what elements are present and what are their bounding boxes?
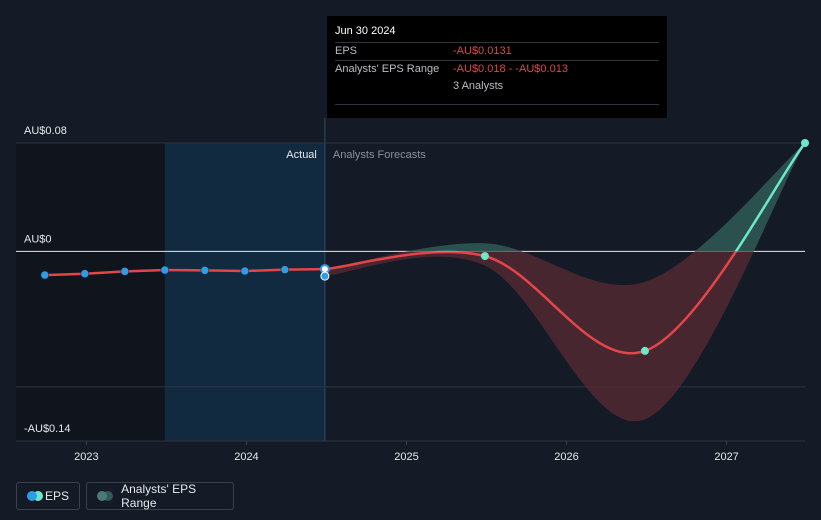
- eps-line-layer: [44, 142, 806, 355]
- eps-line-forecast-positive: [430, 142, 806, 252]
- eps-actual-point-5: [240, 266, 250, 276]
- eps-forecast-point-3: [801, 139, 809, 147]
- forecast-label: Analysts Forecasts: [333, 149, 426, 161]
- tooltip-eps-value: -AU$0.0131: [453, 45, 512, 57]
- tooltip-range-value: -AU$0.018 - -AU$0.013: [453, 63, 568, 75]
- eps-point-layer: [40, 139, 809, 355]
- x-tick-label-4: 2027: [714, 451, 738, 463]
- legend-range-button[interactable]: Analysts' EPS Range: [86, 482, 234, 510]
- eps-actual-point-1: [80, 269, 90, 278]
- chart-background-layer: [16, 118, 326, 441]
- x-tick-label-0: 2023: [74, 451, 98, 463]
- tooltip-date: Jun 30 2024: [335, 25, 396, 37]
- x-tick-label-1: 2024: [234, 451, 258, 463]
- legend-eps-button[interactable]: EPS: [16, 482, 80, 510]
- eps-actual-point-6: [280, 265, 290, 274]
- eps-forecast-point-1: [480, 252, 489, 261]
- eps-tooltip: Jun 30 2024 EPS -AU$0.0131 Analysts' EPS…: [327, 16, 667, 118]
- eps-legend-icon: [27, 491, 43, 501]
- axis-label-layer: AU$0.08 AU$0 -AU$0.14 2023 2024 2025 2026 2027 A…: [24, 125, 739, 463]
- tooltip-range-row: Analysts' EPS Range -AU$0.018 - -AU$0.01…: [335, 60, 659, 78]
- x-tick-label-2: 2025: [394, 451, 418, 463]
- eps-highlight-point-low: [320, 271, 330, 281]
- eps-actual-point-4: [200, 266, 210, 275]
- eps-actual-point-0: [40, 270, 50, 280]
- y-tick-label-0: AU$0.08: [24, 125, 67, 137]
- x-tick-label-3: 2026: [554, 451, 578, 463]
- tooltip-divider: [335, 104, 659, 105]
- tooltip-range-label: Analysts' EPS Range: [335, 63, 440, 75]
- tooltip-analysts-row: 3 Analysts: [335, 78, 659, 95]
- eps-line-forecast: [324, 251, 738, 355]
- eps-actual-point-2: [120, 267, 130, 276]
- eps-range-band-negative: [324, 251, 754, 422]
- eps-forecast-point-2: [640, 346, 649, 355]
- eps-actual-point-3: [160, 265, 170, 275]
- actual-region: [164, 143, 325, 441]
- actual-label: Actual: [286, 149, 317, 161]
- legend-range-label: Analysts' EPS Range: [121, 482, 197, 510]
- tooltip-eps-row: EPS -AU$0.0131: [335, 42, 659, 60]
- eps-line-actual: [44, 267, 325, 277]
- eps-range-layer: [324, 143, 805, 422]
- tooltip-eps-label: EPS: [335, 45, 358, 57]
- past-region: [16, 143, 165, 441]
- range-legend-icon: [97, 491, 113, 501]
- y-tick-label-1: AU$0: [24, 233, 52, 245]
- legend-eps-label: EPS: [44, 489, 69, 503]
- y-tick-label-2: -AU$0.14: [24, 423, 70, 435]
- tooltip-analysts-count: 3 Analysts: [453, 80, 504, 92]
